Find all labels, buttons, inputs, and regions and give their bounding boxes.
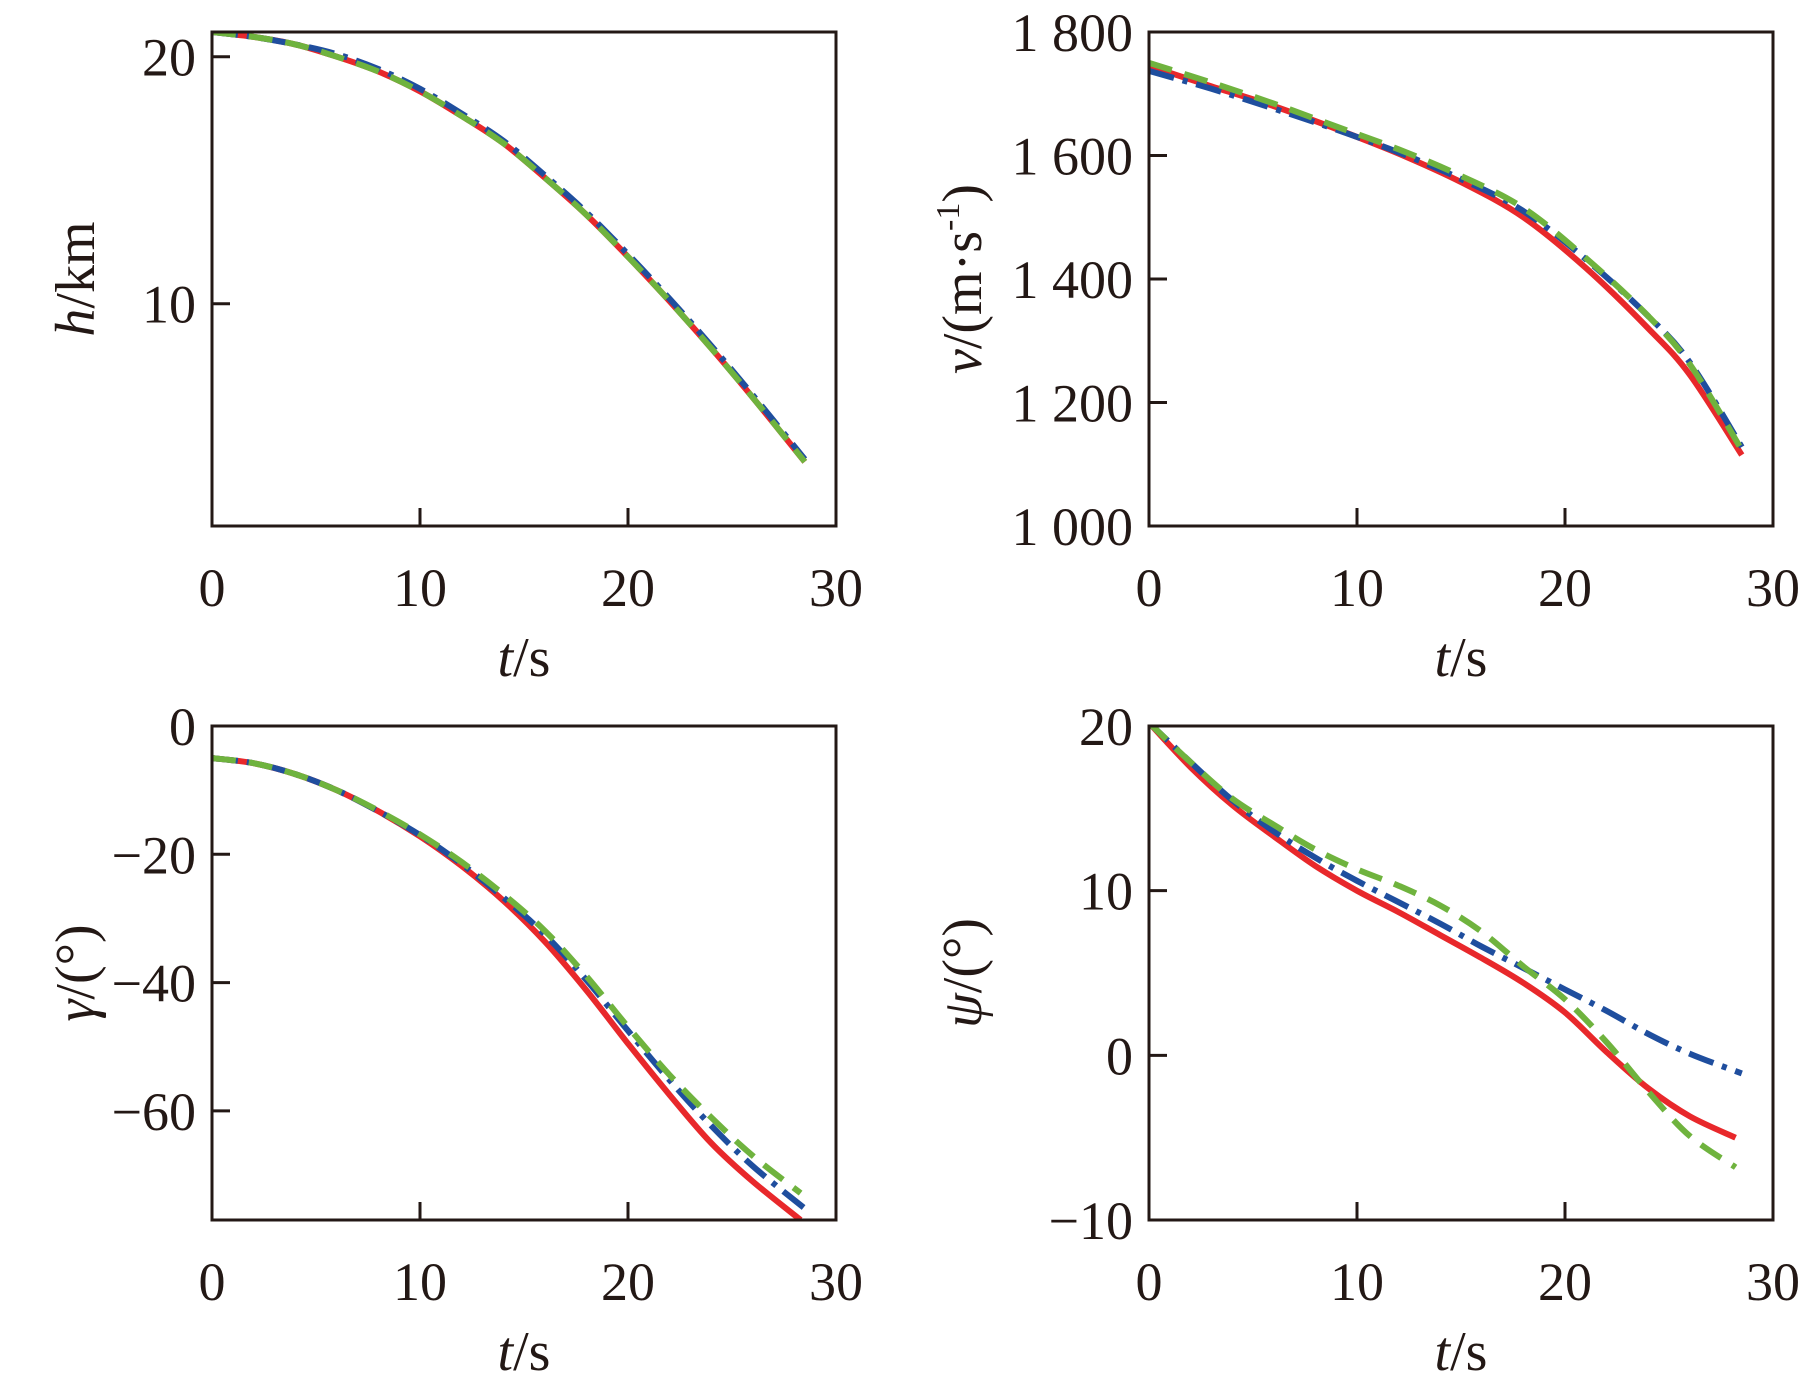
series-line-blue xyxy=(1149,726,1743,1077)
y-axis-label: h/km xyxy=(45,221,107,336)
x-axis-variable: t xyxy=(1435,1321,1452,1383)
x-tick-label: 0 xyxy=(199,1252,226,1312)
x-axis-unit: /s xyxy=(1450,627,1487,689)
y-tick-label: 10 xyxy=(1079,862,1133,922)
x-tick-label: 10 xyxy=(1330,558,1384,618)
x-tick-label: 0 xyxy=(1136,1252,1163,1312)
y-axis-unit: /(°) xyxy=(932,918,994,993)
x-tick-label: 30 xyxy=(809,1252,863,1312)
x-tick-label: 30 xyxy=(1746,1252,1800,1312)
y-axis-label: γ/(°) xyxy=(45,924,107,1021)
x-tick-label: 10 xyxy=(393,1252,447,1312)
y-axis-unit-close: ) xyxy=(932,184,994,203)
y-tick-label: 1 000 xyxy=(1012,497,1134,557)
series-line-green xyxy=(1149,60,1745,452)
y-tick-label: 1 800 xyxy=(1012,3,1134,63)
y-axis-unit: /(m·s xyxy=(932,231,994,349)
y-axis-variable: v xyxy=(932,349,994,374)
x-tick-label: 0 xyxy=(199,558,226,618)
altitude-chart: 0 10 20 30 20 10 t/s h/km xyxy=(45,28,863,689)
x-axis-unit: /s xyxy=(1450,1321,1487,1383)
series-line-blue xyxy=(1149,68,1745,449)
series-line-green xyxy=(212,755,803,1196)
y-axis-unit: /km xyxy=(45,221,107,308)
x-tick-label: 0 xyxy=(1136,558,1163,618)
x-tick-label: 20 xyxy=(1538,558,1592,618)
y-tick-label: 1 600 xyxy=(1012,127,1134,187)
y-tick-label: −10 xyxy=(1049,1191,1133,1251)
series-line-red xyxy=(1149,726,1737,1141)
x-tick-label: 10 xyxy=(1330,1252,1384,1312)
plot-frame xyxy=(210,30,838,528)
series-line-green xyxy=(1149,726,1738,1170)
y-tick-label: 10 xyxy=(142,275,196,335)
x-axis-variable: t xyxy=(498,1321,515,1383)
y-tick-label: 20 xyxy=(142,28,196,88)
series-line-blue xyxy=(212,755,807,1211)
velocity-chart: 0 10 20 30 1 000 1 200 1 400 1 600 1 800 t/s v/(m·… xyxy=(930,3,1800,689)
y-axis-label: v/(m·s-1) xyxy=(930,184,994,374)
x-axis-label: t/s xyxy=(1435,1321,1488,1383)
x-axis-variable: t xyxy=(1435,627,1452,689)
series-line-red xyxy=(1149,63,1745,457)
y-axis-unit: /(°) xyxy=(45,924,107,999)
x-tick-label: 20 xyxy=(601,558,655,618)
y-tick-label: 1 200 xyxy=(1012,374,1134,434)
y-tick-label: −20 xyxy=(112,825,196,885)
x-axis-label: t/s xyxy=(498,1321,551,1383)
y-tick-label: 0 xyxy=(169,697,196,757)
y-axis-unit-exponent: -1 xyxy=(930,203,967,231)
y-axis-label: ψ/(°) xyxy=(932,918,994,1028)
x-tick-label: 30 xyxy=(809,558,863,618)
x-tick-label: 20 xyxy=(601,1252,655,1312)
x-tick-label: 10 xyxy=(393,558,447,618)
y-axis-variable: h xyxy=(45,309,107,337)
series-line-red xyxy=(212,32,808,464)
y-tick-label: 20 xyxy=(1079,697,1133,757)
x-axis-unit: /s xyxy=(513,627,550,689)
y-axis-variable: ψ xyxy=(932,992,994,1028)
x-tick-label: 20 xyxy=(1538,1252,1592,1312)
x-axis-unit: /s xyxy=(513,1321,550,1383)
series-line-red xyxy=(212,755,803,1220)
x-tick-label: 30 xyxy=(1746,558,1800,618)
series-line-blue xyxy=(212,32,808,462)
y-tick-label: −60 xyxy=(112,1082,196,1142)
x-axis-variable: t xyxy=(498,627,515,689)
plot-frame xyxy=(1147,724,1775,1222)
y-axis-variable: γ xyxy=(45,998,107,1022)
x-axis-label: t/s xyxy=(1435,627,1488,689)
plot-frame xyxy=(1147,30,1775,528)
y-tick-label: 0 xyxy=(1106,1026,1133,1086)
y-tick-label: 1 400 xyxy=(1012,250,1134,310)
series-line-green xyxy=(212,32,808,464)
x-axis-label: t/s xyxy=(498,627,551,689)
y-tick-label: −40 xyxy=(112,954,196,1014)
plot-frame xyxy=(210,724,838,1222)
flight-path-angle-chart: 0 10 20 30 0 −20 −40 −60 t/s γ/(°) xyxy=(45,697,863,1383)
